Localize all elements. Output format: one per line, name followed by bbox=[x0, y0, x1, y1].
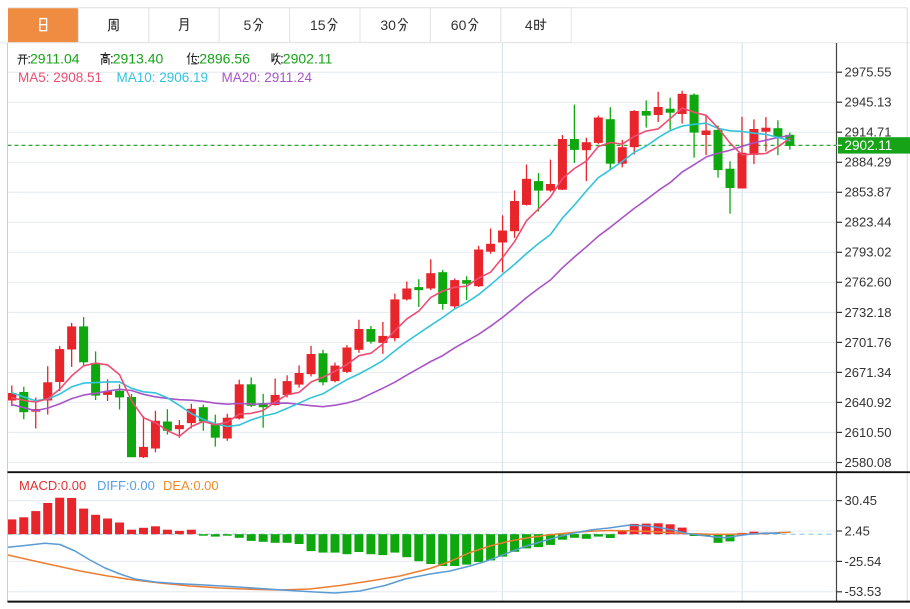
svg-text:4: 4 bbox=[525, 17, 533, 33]
svg-text:60: 60 bbox=[451, 17, 467, 33]
svg-text:30: 30 bbox=[380, 17, 396, 33]
svg-text:2580.08: 2580.08 bbox=[845, 455, 892, 470]
svg-text:MACD:0.00: MACD:0.00 bbox=[19, 478, 86, 493]
svg-text:2701.76: 2701.76 bbox=[845, 335, 892, 350]
svg-text::: : bbox=[110, 50, 114, 66]
svg-text:2896.56: 2896.56 bbox=[199, 50, 250, 66]
svg-text:2945.13: 2945.13 bbox=[845, 95, 892, 110]
svg-text:DEA:0.00: DEA:0.00 bbox=[163, 478, 219, 493]
svg-text:30.45: 30.45 bbox=[845, 493, 878, 508]
svg-text:2762.60: 2762.60 bbox=[845, 275, 892, 290]
svg-text:2823.44: 2823.44 bbox=[845, 215, 892, 230]
svg-text:DIFF:0.00: DIFF:0.00 bbox=[97, 478, 155, 493]
svg-text::: : bbox=[197, 50, 201, 66]
svg-text:2975.55: 2975.55 bbox=[845, 65, 892, 80]
svg-text::: : bbox=[280, 50, 284, 66]
svg-text:2911.04: 2911.04 bbox=[30, 50, 80, 66]
svg-text:2793.02: 2793.02 bbox=[845, 245, 892, 260]
svg-text:2.45: 2.45 bbox=[845, 523, 870, 538]
svg-text:2913.40: 2913.40 bbox=[113, 50, 164, 66]
svg-text:5: 5 bbox=[244, 17, 252, 33]
svg-text:-25.54: -25.54 bbox=[845, 554, 882, 569]
svg-text:2914.71: 2914.71 bbox=[845, 125, 892, 140]
svg-text:2671.34: 2671.34 bbox=[845, 365, 892, 380]
svg-text:15: 15 bbox=[310, 17, 326, 33]
svg-text:2732.18: 2732.18 bbox=[845, 305, 892, 320]
svg-text:-53.53: -53.53 bbox=[845, 584, 882, 599]
svg-text::: : bbox=[27, 50, 31, 66]
svg-text:2884.29: 2884.29 bbox=[845, 155, 892, 170]
svg-text:2853.87: 2853.87 bbox=[845, 185, 892, 200]
svg-text:2640.92: 2640.92 bbox=[845, 395, 892, 410]
svg-text:2610.50: 2610.50 bbox=[845, 425, 892, 440]
svg-text:2902.11: 2902.11 bbox=[283, 50, 333, 66]
svg-text:2902.11: 2902.11 bbox=[845, 138, 893, 153]
svg-text:MA20: 2911.24: MA20: 2911.24 bbox=[222, 70, 313, 85]
svg-text:MA10: 2906.19: MA10: 2906.19 bbox=[117, 70, 209, 85]
svg-text:MA5: 2908.51: MA5: 2908.51 bbox=[18, 70, 102, 85]
